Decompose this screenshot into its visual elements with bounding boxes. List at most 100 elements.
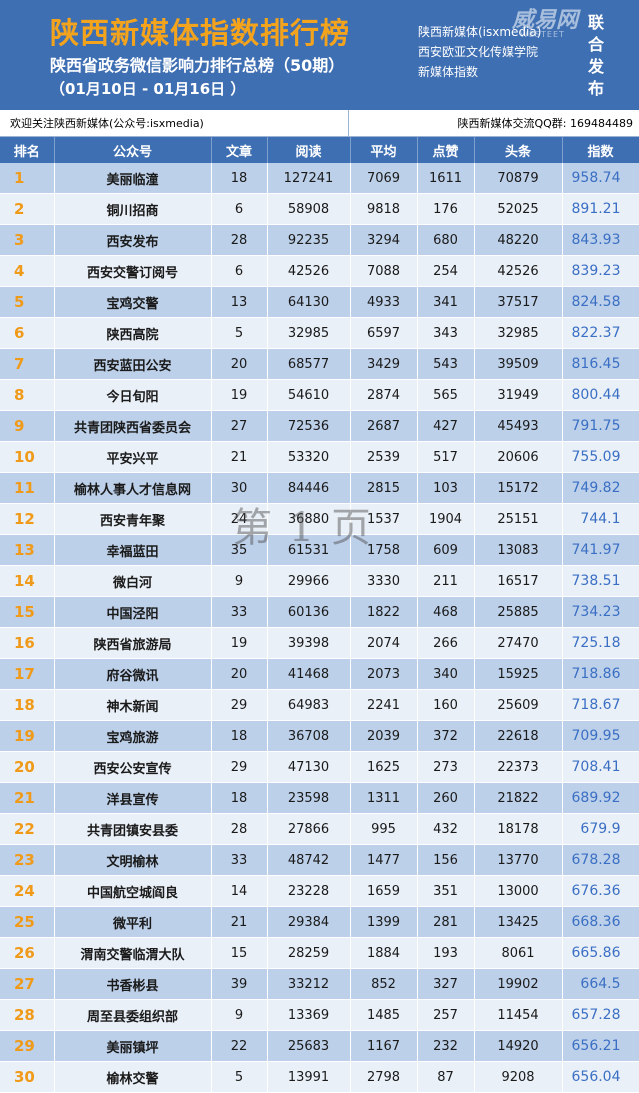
date-range: （01月10日 - 01月16日 ） — [50, 80, 246, 98]
articles-cell: 29 — [211, 689, 268, 721]
average-cell: 1758 — [350, 534, 418, 566]
reads-cell: 36880 — [267, 503, 351, 535]
column-header-rank: 排名 — [0, 137, 55, 163]
articles-cell: 20 — [211, 658, 268, 690]
likes-cell: 281 — [417, 906, 475, 938]
average-cell: 7088 — [350, 255, 418, 287]
reads-cell: 13369 — [267, 999, 351, 1031]
account-name-cell: 书香彬县 — [54, 968, 212, 1000]
reads-cell: 64130 — [267, 286, 351, 318]
likes-cell: 254 — [417, 255, 475, 287]
account-name-cell: 西安交警订阅号 — [54, 255, 212, 287]
brand-logo: 威易网 — [512, 8, 579, 33]
headline-cell: 45493 — [474, 410, 563, 442]
articles-cell: 5 — [211, 317, 268, 349]
average-cell: 2241 — [350, 689, 418, 721]
likes-cell: 273 — [417, 751, 475, 783]
reads-cell: 41468 — [267, 658, 351, 690]
articles-cell: 5 — [211, 1061, 268, 1093]
rank-cell: 8 — [0, 379, 55, 411]
table-row: 26 渭南交警临渭大队 15 28259 1884 193 8061 665.86 — [0, 937, 639, 969]
average-cell: 7069 — [350, 163, 418, 194]
likes-cell: 565 — [417, 379, 475, 411]
index-cell: 657.28 — [562, 999, 639, 1031]
headline-cell: 8061 — [474, 937, 563, 969]
articles-cell: 28 — [211, 224, 268, 256]
table-row: 23 文明榆林 33 48742 1477 156 13770 678.28 — [0, 844, 639, 876]
header-banner: 陕西新媒体指数排行榜 陕西省政务微信影响力排行总榜（50期） （01月10日 -… — [0, 0, 639, 110]
table-row: 18 神木新闻 29 64983 2241 160 25609 718.67 — [0, 689, 639, 721]
articles-cell: 6 — [211, 193, 268, 225]
account-name-cell: 西安青年聚 — [54, 503, 212, 535]
follow-account-text: 欢迎关注陕西新媒体(公众号:isxmedia) — [10, 117, 204, 130]
articles-cell: 30 — [211, 472, 268, 504]
table-row: 21 洋县宣传 18 23598 1311 260 21822 689.92 — [0, 782, 639, 814]
likes-cell: 468 — [417, 596, 475, 628]
likes-cell: 103 — [417, 472, 475, 504]
reads-cell: 48742 — [267, 844, 351, 876]
headline-cell: 11454 — [474, 999, 563, 1031]
headline-cell: 70879 — [474, 163, 563, 194]
column-header-index: 指数 — [562, 137, 639, 163]
likes-cell: 160 — [417, 689, 475, 721]
average-cell: 1659 — [350, 875, 418, 907]
rank-cell: 21 — [0, 782, 55, 814]
table-row: 15 中国泾阳 33 60136 1822 468 25885 734.23 — [0, 596, 639, 628]
table-row: 2 铜川招商 6 58908 9818 176 52025 891.21 — [0, 193, 639, 225]
headline-cell: 52025 — [474, 193, 563, 225]
headline-cell: 48220 — [474, 224, 563, 256]
headline-cell: 13000 — [474, 875, 563, 907]
table-row: 22 共青团镇安县委 28 27866 995 432 18178 679.9 — [0, 813, 639, 845]
rank-cell: 18 — [0, 689, 55, 721]
likes-cell: 1611 — [417, 163, 475, 194]
table-row: 25 微平利 21 29384 1399 281 13425 668.36 — [0, 906, 639, 938]
average-cell: 2074 — [350, 627, 418, 659]
average-cell: 3429 — [350, 348, 418, 380]
index-cell: 816.45 — [562, 348, 639, 380]
rank-cell: 15 — [0, 596, 55, 628]
articles-cell: 15 — [211, 937, 268, 969]
articles-cell: 29 — [211, 751, 268, 783]
account-name-cell: 铜川招商 — [54, 193, 212, 225]
account-name-cell: 神木新闻 — [54, 689, 212, 721]
rank-cell: 23 — [0, 844, 55, 876]
likes-cell: 351 — [417, 875, 475, 907]
rank-cell: 20 — [0, 751, 55, 783]
average-cell: 1485 — [350, 999, 418, 1031]
index-cell: 678.28 — [562, 844, 639, 876]
account-name-cell: 榆林人事人才信息网 — [54, 472, 212, 504]
joint-publish-label: 联合发布 — [587, 13, 604, 98]
average-cell: 2874 — [350, 379, 418, 411]
table-row: 16 陕西省旅游局 19 39398 2074 266 27470 725.18 — [0, 627, 639, 659]
average-cell: 2539 — [350, 441, 418, 473]
publisher-list: 陕西新媒体(isxmedia) 西安欧亚文化传媒学院 新媒体指数 — [418, 22, 541, 82]
account-name-cell: 美丽镇坪 — [54, 1030, 212, 1062]
reads-cell: 13991 — [267, 1061, 351, 1093]
ranking-table: 排名 公众号 文章 阅读 平均 点赞 头条 指数 1 美丽临潼 18 127241 70… — [0, 137, 639, 1093]
index-cell: 665.86 — [562, 937, 639, 969]
index-cell: 718.86 — [562, 658, 639, 690]
likes-cell: 432 — [417, 813, 475, 845]
table-row: 24 中国航空城阎良 14 23228 1659 351 13000 676.36 — [0, 875, 639, 907]
articles-cell: 22 — [211, 1030, 268, 1062]
articles-cell: 13 — [211, 286, 268, 318]
account-name-cell: 洋县宣传 — [54, 782, 212, 814]
index-cell: 656.04 — [562, 1061, 639, 1093]
account-name-cell: 陕西高院 — [54, 317, 212, 349]
reads-cell: 61531 — [267, 534, 351, 566]
average-cell: 1537 — [350, 503, 418, 535]
rank-cell: 11 — [0, 472, 55, 504]
account-name-cell: 中国泾阳 — [54, 596, 212, 628]
articles-cell: 39 — [211, 968, 268, 1000]
reads-cell: 68577 — [267, 348, 351, 380]
articles-cell: 33 — [211, 844, 268, 876]
index-cell: 824.58 — [562, 286, 639, 318]
rank-cell: 9 — [0, 410, 55, 442]
headline-cell: 31949 — [474, 379, 563, 411]
index-cell: 676.36 — [562, 875, 639, 907]
headline-cell: 13770 — [474, 844, 563, 876]
account-name-cell: 微白河 — [54, 565, 212, 597]
headline-cell: 13083 — [474, 534, 563, 566]
table-row: 11 榆林人事人才信息网 30 84446 2815 103 15172 749.82 — [0, 472, 639, 504]
table-row: 28 周至县委组织部 9 13369 1485 257 11454 657.28 — [0, 999, 639, 1031]
